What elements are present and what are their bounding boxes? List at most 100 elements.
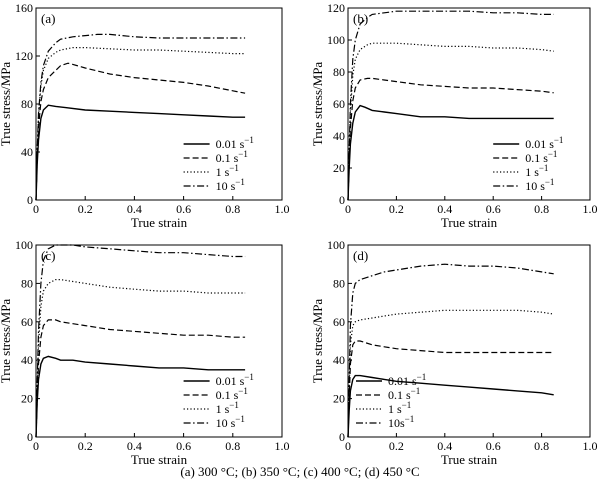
plot-frame (347, 7, 591, 201)
y-tick-label: 60 (333, 97, 345, 111)
x-axis-label: True strain (131, 452, 188, 464)
series-line-1 (347, 374, 554, 438)
y-axis-label: True stress/MPa (0, 299, 13, 384)
x-tick-label: 0.6 (486, 202, 501, 216)
legend-label-superscript: −1 (405, 414, 415, 424)
x-tick-label: 0.8 (225, 439, 240, 453)
legend-label-1: 0.01 s−1 (216, 372, 254, 388)
y-tick-label: 0 (339, 193, 345, 207)
x-tick-label: 0.6 (176, 439, 191, 453)
y-tick-label: 20 (333, 392, 345, 406)
x-tick-label: 1.0 (275, 202, 290, 216)
x-axis-label: True strain (441, 215, 498, 230)
legend-label-1: 0.01 s−1 (216, 135, 254, 151)
panel-label: (d) (353, 248, 368, 263)
series-line-3 (347, 309, 554, 438)
panel-label: (b) (353, 11, 368, 26)
panel-label: (a) (41, 11, 55, 26)
x-tick-label: 0 (33, 202, 39, 216)
legend-label-superscript: −1 (417, 372, 427, 382)
legend-label-superscript: −1 (548, 149, 558, 159)
y-tick-label: 80 (21, 97, 33, 111)
chart-panel-3: 0 0.2 0.4 0.6 0.8 1.0 0 20 40 60 80 100 True strain T… (0, 238, 290, 464)
y-axis-label: True stress/MPa (0, 62, 13, 147)
x-tick-label: 0.2 (78, 439, 93, 453)
y-tick-label: 40 (333, 353, 345, 367)
series-line-3 (35, 279, 246, 438)
y-tick-label: 120 (15, 49, 33, 63)
x-tick-label: 1.0 (583, 439, 598, 453)
series-line-1 (35, 355, 246, 438)
legend-label-4: 10 s−1 (525, 177, 554, 193)
x-tick-label: 0.6 (176, 202, 191, 216)
x-tick-label: 0 (33, 439, 39, 453)
legend-label-superscript: −1 (411, 386, 421, 396)
chart-panel-4: 0 0.2 0.4 0.6 0.8 1.0 0 20 40 60 80 100 True strain T… (310, 238, 598, 464)
legend-label-1: 0.01 s−1 (388, 372, 426, 388)
x-tick-label: 1.0 (275, 439, 290, 453)
y-tick-label: 40 (21, 353, 33, 367)
series-line-4 (35, 33, 246, 201)
x-tick-label: 0.8 (225, 202, 240, 216)
series-line-2 (35, 319, 246, 438)
x-tick-label: 0.2 (389, 439, 404, 453)
legend-label-1: 0.01 s−1 (525, 135, 563, 151)
y-tick-label: 100 (15, 238, 33, 252)
chart-panel-1: 0 0.2 0.4 0.6 0.8 1.0 0 40 80 120 160 True strain Tr… (0, 1, 290, 230)
legend-label-superscript: −1 (244, 135, 254, 145)
chart-panel-2: 0 0.2 0.4 0.6 0.8 1.0 0 20 40 60 80 100 120 True stra… (310, 1, 598, 230)
legend-label-superscript: −1 (238, 149, 248, 159)
y-tick-label: 20 (21, 392, 33, 406)
series-line-2 (347, 340, 554, 438)
y-axis-label: True stress/MPa (310, 62, 325, 147)
legend-label-superscript: −1 (229, 163, 239, 173)
y-tick-label: 80 (21, 276, 33, 290)
y-tick-label: 80 (333, 276, 345, 290)
legend-label-4: 10 s−1 (216, 177, 245, 193)
legend-label-superscript: −1 (539, 163, 549, 173)
y-tick-label: 0 (27, 193, 33, 207)
series-line-1 (347, 104, 554, 201)
legend-label-4: 10 s−1 (216, 414, 245, 430)
x-tick-label: 0 (345, 202, 351, 216)
x-tick-label: 0.2 (78, 202, 93, 216)
series-line-3 (347, 42, 554, 201)
series-line-2 (35, 62, 246, 201)
x-axis-label: True strain (131, 215, 188, 230)
y-tick-label: 40 (333, 129, 345, 143)
y-tick-label: 60 (333, 315, 345, 329)
legend-label-superscript: −1 (554, 135, 564, 145)
x-tick-label: 1.0 (583, 202, 598, 216)
x-tick-label: 0.2 (389, 202, 404, 216)
figure-caption: (a) 300 °C; (b) 350 °C; (c) 400 °C; (d) … (180, 464, 420, 479)
x-tick-label: 0.8 (534, 439, 549, 453)
x-tick-label: 0.8 (534, 202, 549, 216)
plot-frame (35, 244, 283, 438)
legend-label-superscript: −1 (545, 177, 555, 187)
y-tick-label: 100 (327, 238, 345, 252)
figure-canvas: 0 0.2 0.4 0.6 0.8 1.0 0 40 80 120 160 True strain Tr… (0, 1, 598, 464)
series-line-1 (35, 104, 246, 201)
x-tick-label: 0.4 (127, 439, 142, 453)
series-line-3 (35, 46, 246, 201)
y-tick-label: 20 (333, 161, 345, 175)
y-tick-label: 160 (15, 1, 33, 15)
legend-label-superscript: −1 (235, 414, 245, 424)
legend-label-4: 10s−1 (388, 414, 414, 430)
y-axis-label: True stress/MPa (310, 299, 325, 384)
legend-label-superscript: −1 (238, 386, 248, 396)
y-tick-label: 120 (327, 1, 345, 15)
series-line-2 (347, 77, 554, 201)
legend-label-superscript: −1 (235, 177, 245, 187)
y-tick-label: 100 (327, 33, 345, 47)
x-tick-label: 0 (345, 439, 351, 453)
x-tick-label: 0.4 (437, 439, 452, 453)
y-tick-label: 0 (339, 430, 345, 444)
series-line-4 (347, 10, 554, 201)
legend-label-superscript: −1 (402, 400, 412, 410)
y-tick-label: 80 (333, 65, 345, 79)
y-tick-label: 60 (21, 315, 33, 329)
y-tick-label: 0 (27, 430, 33, 444)
x-tick-label: 0.4 (437, 202, 452, 216)
y-tick-label: 40 (21, 145, 33, 159)
